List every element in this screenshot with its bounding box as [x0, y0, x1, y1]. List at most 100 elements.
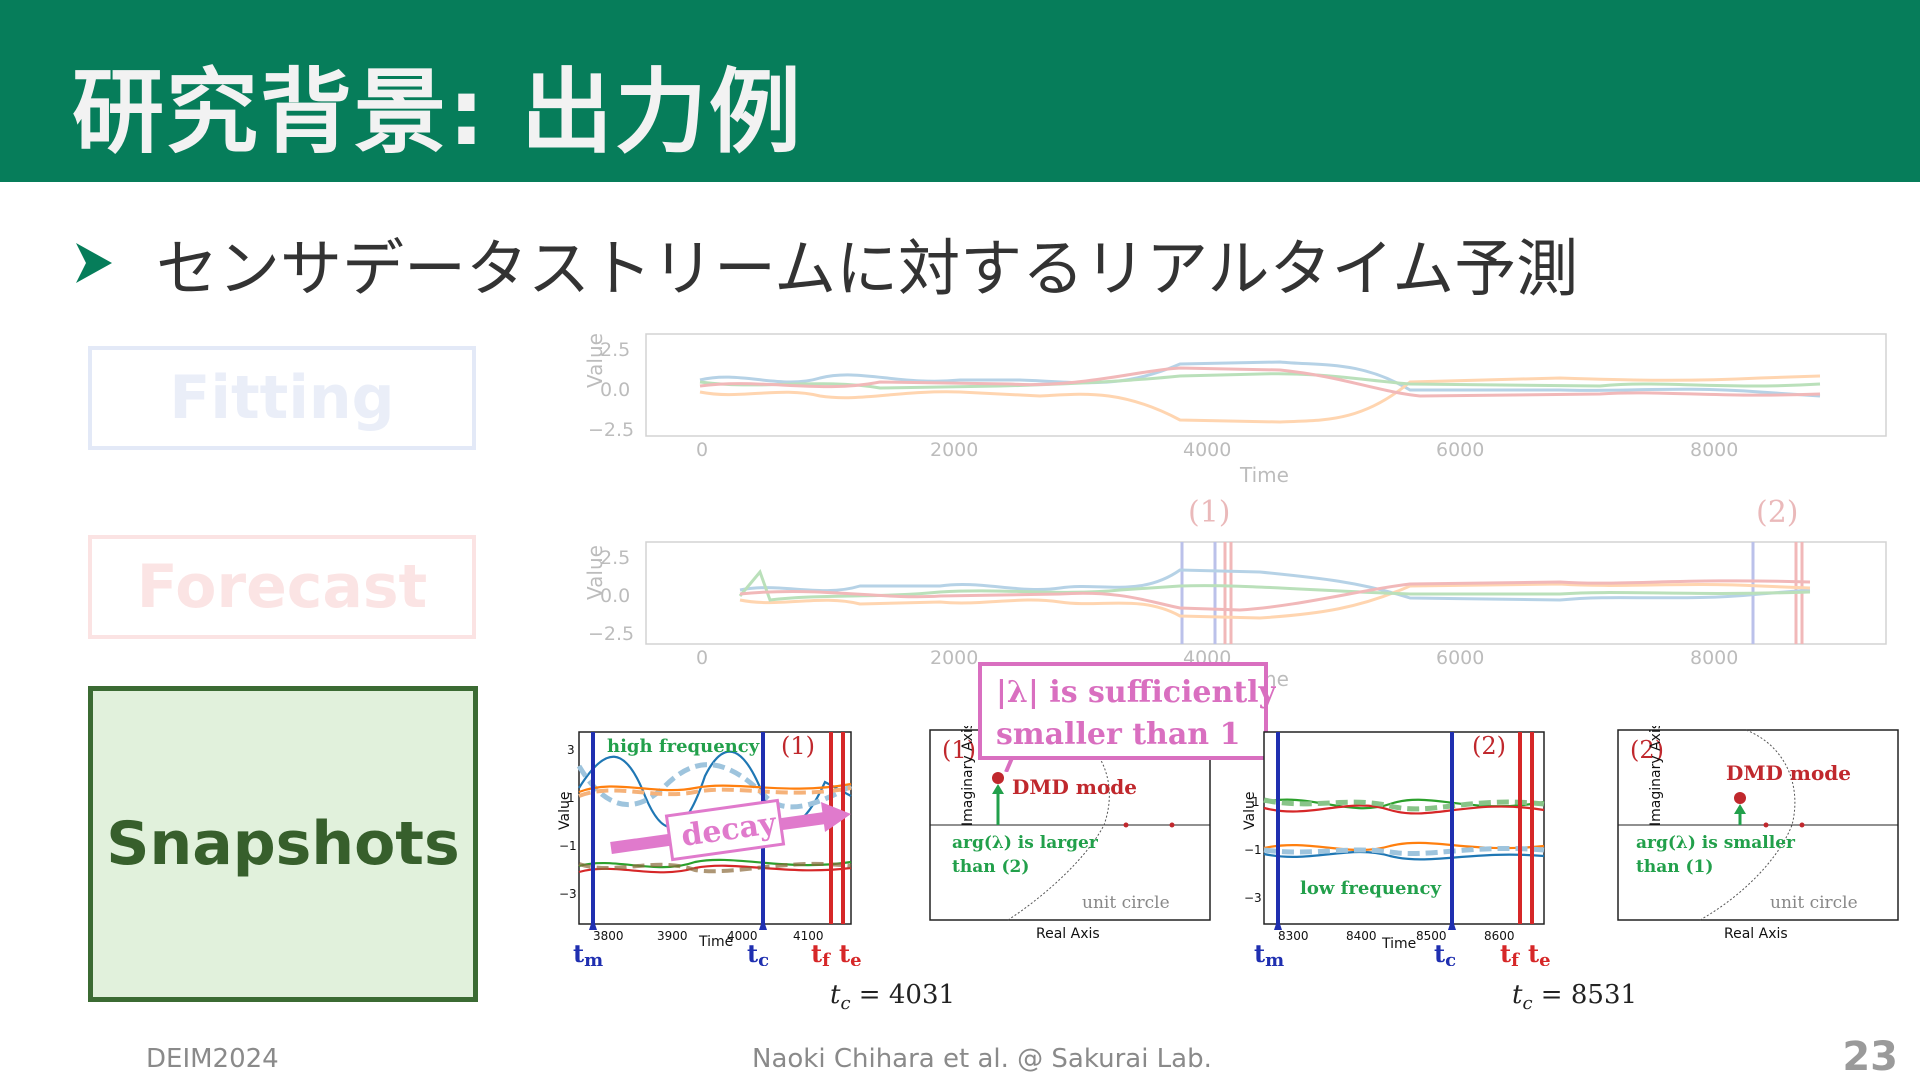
bullet-text: センサデータストリームに対するリアルタイム予測: [156, 232, 1579, 305]
eigen-2-chart: (2) DMD mode arg(λ) is smaller than (1) …: [1617, 726, 1899, 942]
eigen-2-arg-line1: arg(λ) is smaller: [1636, 833, 1796, 853]
fitting-ytick: 0.0: [600, 379, 630, 401]
fitting-xtick: 2000: [930, 439, 978, 461]
eigen-1-xlabel: Real Axis: [1036, 926, 1100, 942]
caption-2-value: = 8531: [1532, 980, 1638, 1010]
t-e-label: t: [1528, 939, 1539, 966]
snapshot-1-ytick: −1: [559, 839, 577, 853]
fitting-ylabel: Value: [583, 333, 607, 388]
fitting-ytick: 2.5: [600, 339, 630, 361]
t-e-sub: e: [850, 950, 861, 966]
t-e-sub: e: [1539, 950, 1550, 966]
forecast-xtick: 0: [696, 647, 708, 669]
snapshot-1-xlabel: Time: [698, 934, 733, 950]
svg-text:tm: tm: [1254, 939, 1284, 966]
snapshot-1-ytick: 3: [567, 743, 575, 757]
snapshot-2-ytick: −1: [1244, 843, 1262, 857]
forecast-chart: (1) (2) Value 2.5 0.0 −2.5 0 2000 4000 6…: [583, 495, 1887, 690]
snapshot-1-xtick: 4100: [793, 929, 824, 943]
footer-author: Naoki Chihara et al. @ Sakurai Lab.: [752, 1044, 1212, 1074]
t-m-label: t: [573, 939, 584, 966]
t-e-label: t: [839, 939, 850, 966]
snapshot-1-xtick: 4000: [727, 929, 758, 943]
t-c-label: t: [747, 939, 758, 966]
eigen-2-unit-circle: unit circle: [1770, 893, 1858, 913]
caption-1-sub: c: [840, 993, 851, 1015]
svg-text:tf: tf: [1500, 939, 1520, 966]
forecast-ytick: −2.5: [588, 623, 634, 645]
fitting-xtick: 0: [696, 439, 708, 461]
bullet-row: センサデータストリームに対するリアルタイム予測: [72, 218, 1578, 308]
snapshot-2-ytick: −3: [1244, 891, 1262, 905]
snapshot-1-chart: decay high frequency (1) Value 3 1 −1 −3…: [557, 731, 862, 966]
snapshot-2-ylabel: Value: [1242, 792, 1258, 830]
t-f-sub: f: [822, 950, 831, 966]
forecast-xtick: 8000: [1690, 647, 1738, 669]
svg-text:te: te: [1528, 939, 1551, 966]
callout-line-2: smaller than 1: [996, 717, 1240, 752]
snapshot-1-ytick: 1: [567, 791, 575, 805]
fitting-xtick: 4000: [1183, 439, 1231, 461]
eigen-1-chart: (1) DMD mode arg(λ) is larger than (2) u…: [929, 726, 1211, 942]
caption-1-value: = 4031: [850, 980, 956, 1010]
fitting-xtick: 8000: [1690, 439, 1738, 461]
forecast-ylabel: Value: [583, 545, 607, 600]
eigen-1-arg-line2: than (2): [952, 857, 1029, 877]
snapshot-1-label: (1): [781, 732, 815, 760]
svg-text:tf: tf: [811, 939, 831, 966]
svg-text:tc: tc: [1434, 939, 1456, 966]
t-m-sub: m: [584, 950, 603, 966]
forecast-xtick: 2000: [930, 647, 978, 669]
eigen-1-label: (1): [942, 736, 976, 764]
t-c-sub: c: [758, 950, 769, 966]
footer-conference: DEIM2024: [146, 1044, 279, 1074]
snapshots-box: Snapshots: [88, 686, 478, 1002]
forecast-xtick: 6000: [1436, 647, 1484, 669]
t-m-label: t: [1254, 939, 1265, 966]
eigen-1-ylabel: Imaginary Axis: [960, 726, 976, 826]
forecast-ytick: 2.5: [600, 547, 630, 569]
snapshot-1-xtick: 3800: [593, 929, 624, 943]
eigen-2-dmd-mode: DMD mode: [1726, 761, 1851, 785]
eigen-1-arg-line1: arg(λ) is larger: [952, 833, 1099, 853]
snapshot-2-chart: low frequency (2) Value 1 −1 −3 8300 840…: [1242, 731, 1551, 966]
snapshot-2-xtick: 8400: [1346, 929, 1377, 943]
forecast-ytick: 0.0: [600, 585, 630, 607]
t-m-sub: m: [1265, 950, 1284, 966]
caption-2-t: t: [1512, 980, 1523, 1010]
fitting-xlabel: Time: [1239, 463, 1289, 487]
high-frequency-label: high frequency: [607, 736, 760, 757]
title-bar: 研究背景: 出力例: [0, 0, 1920, 182]
slide-title: 研究背景: 出力例: [72, 59, 803, 166]
fitting-ytick: −2.5: [588, 419, 634, 441]
forecast-marker-1: (1): [1188, 495, 1231, 530]
low-frequency-label: low frequency: [1300, 878, 1441, 899]
forecast-box: Forecast: [88, 535, 476, 639]
page-number: 23: [1842, 1034, 1898, 1080]
snapshot-2-label: (2): [1472, 732, 1506, 760]
caption-2-sub: c: [1522, 993, 1533, 1015]
arrow-bullet-icon: [76, 243, 112, 283]
svg-text:tm: tm: [573, 939, 603, 966]
eigen-2-ylabel: Imaginary Axis: [1648, 726, 1664, 826]
svg-text:te: te: [839, 939, 862, 966]
callout-box: |λ| is sufficiently smaller than 1: [978, 662, 1276, 772]
caption-tc-1: tc = 4031: [830, 980, 955, 1014]
snapshot-1-ytick: −3: [559, 887, 577, 901]
eigen-2-xlabel: Real Axis: [1724, 926, 1788, 942]
caption-tc-2: tc = 8531: [1512, 980, 1637, 1014]
t-c-label: t: [1434, 939, 1445, 966]
t-f-label: t: [811, 939, 822, 966]
snapshot-2-ytick: 1: [1252, 795, 1260, 809]
fitting-chart: Value 2.5 0.0 −2.5 0 2000 4000 6000 8000…: [583, 333, 1887, 487]
snapshot-2-xtick: 8300: [1278, 929, 1309, 943]
t-f-label: t: [1500, 939, 1511, 966]
t-f-sub: f: [1511, 950, 1520, 966]
eigen-1-unit-circle: unit circle: [1082, 893, 1170, 913]
eigen-2-arg-line2: than (1): [1636, 857, 1713, 877]
snapshot-1-ylabel: Value: [557, 792, 573, 830]
t-c-sub: c: [1445, 950, 1456, 966]
forecast-marker-2: (2): [1756, 495, 1799, 530]
fitting-box: Fitting: [88, 346, 476, 450]
snapshot-2-xtick: 8500: [1416, 929, 1447, 943]
